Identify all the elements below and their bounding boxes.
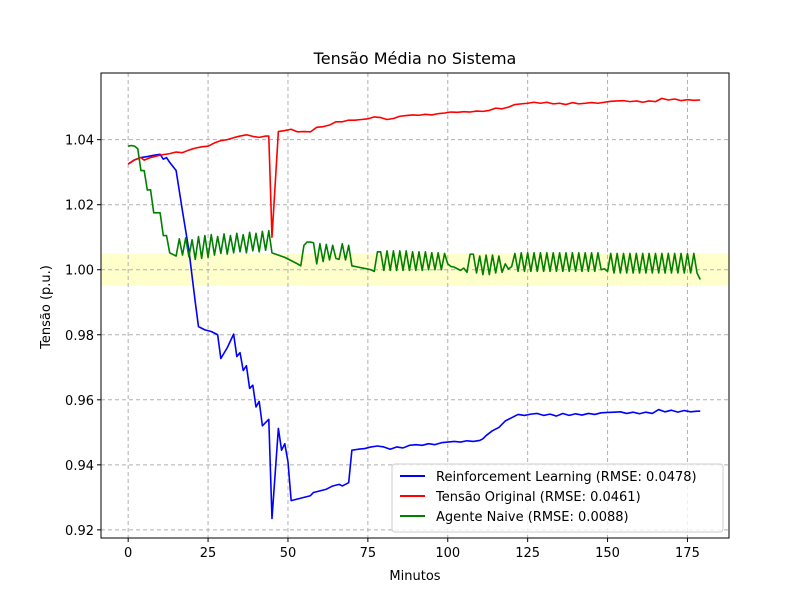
legend-label-1: Reinforcement Learning (RMSE: 0.0478) bbox=[436, 470, 697, 485]
series-layer bbox=[127, 97, 701, 520]
x-tick-label: 25 bbox=[200, 546, 217, 561]
legend-label-2: Tensão Original (RMSE: 0.0461) bbox=[435, 490, 641, 505]
y-tick-label: 0.96 bbox=[65, 394, 94, 409]
y-axis-label: Tensão (p.u.) bbox=[39, 265, 54, 350]
series-line-2 bbox=[127, 97, 701, 239]
legend: Reinforcement Learning (RMSE: 0.0478) Ten… bbox=[391, 463, 724, 533]
y-tick-label: 1.04 bbox=[65, 134, 94, 149]
x-tick-label: 150 bbox=[595, 546, 620, 561]
y-tick-label: 0.94 bbox=[65, 459, 94, 474]
series-line-1 bbox=[127, 153, 701, 520]
y-tick-label: 1.02 bbox=[65, 199, 94, 214]
y-tick-label: 0.92 bbox=[65, 524, 94, 539]
x-tick-label: 100 bbox=[435, 546, 460, 561]
x-tick-label: 75 bbox=[360, 546, 377, 561]
legend-label-3: Agente Naive (RMSE: 0.0088) bbox=[436, 510, 629, 525]
x-tick-label: 175 bbox=[675, 546, 700, 561]
x-tick-label: 0 bbox=[124, 546, 132, 561]
chart-title: Tensão Média no Sistema bbox=[313, 49, 517, 68]
x-tick-label: 125 bbox=[515, 546, 540, 561]
plot-frame bbox=[100, 72, 730, 539]
series-line-3 bbox=[128, 144, 701, 280]
y-tick-label: 1.00 bbox=[65, 264, 94, 279]
grid-layer bbox=[101, 73, 729, 538]
legend-box bbox=[391, 463, 724, 533]
x-tick-label: 50 bbox=[280, 546, 297, 561]
x-axis-label: Minutos bbox=[389, 569, 440, 584]
y-tick-label: 0.98 bbox=[65, 329, 94, 344]
tick-layer: 0 25 50 75 100 125 150 175 0.92 0.94 0.96 0.98 1.00 1… bbox=[65, 134, 700, 561]
